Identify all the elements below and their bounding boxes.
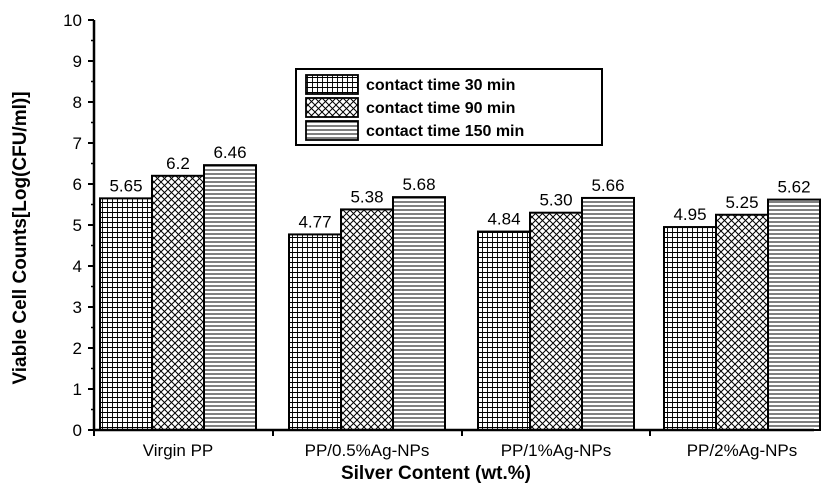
- y-tick-label-9: 9: [73, 52, 82, 71]
- data-label-1-2: 6.2: [166, 154, 190, 173]
- legend-label-1: contact time 30 min: [366, 77, 515, 94]
- legend-swatch-2: [305, 97, 359, 118]
- data-label-3-3: 5.66: [591, 176, 624, 195]
- bar-2-1: [288, 233, 342, 431]
- y-tick-label-8: 8: [73, 93, 82, 112]
- y-tick-label-7: 7: [73, 134, 82, 153]
- bar-3-3: [581, 196, 635, 431]
- y-tick-label-2: 2: [73, 339, 82, 358]
- bar-2-2: [340, 208, 394, 431]
- y-tick-label-0: 0: [73, 421, 82, 440]
- category-label-3: PP/1%Ag-NPs: [501, 441, 612, 460]
- data-label-4-2: 5.25: [725, 193, 758, 212]
- data-label-3-2: 5.30: [539, 191, 572, 210]
- data-label-1-1: 5.65: [109, 176, 142, 195]
- legend-swatch-3: [305, 120, 359, 141]
- bar-1-3: [203, 164, 257, 431]
- legend-swatch-1: [305, 74, 359, 95]
- data-label-4-3: 5.62: [777, 178, 810, 197]
- category-label-4: PP/2%Ag-NPs: [687, 441, 798, 460]
- y-tick-label-1: 1: [73, 380, 82, 399]
- bar-3-2: [529, 211, 583, 431]
- data-label-2-2: 5.38: [350, 187, 383, 206]
- data-label-3-1: 4.84: [487, 210, 520, 229]
- bar-4-3: [767, 198, 821, 431]
- bar-3-1: [477, 230, 531, 431]
- x-axis-title: Silver Content (wt.%): [341, 463, 531, 484]
- plot-area: 5.65 6.2 6.46 Virgin PP 4.77 5.38 5.68 PP/0.5%A…: [63, 11, 821, 460]
- legend-label-2: contact time 90 min: [366, 100, 515, 117]
- y-axis-title: Viable Cell Counts[Log(CFU/ml)]: [10, 91, 31, 384]
- legend-label-3: contact time 150 min: [366, 123, 524, 140]
- data-label-2-1: 4.77: [298, 212, 331, 231]
- bar-1-1: [99, 197, 153, 431]
- bar-2-3: [392, 196, 446, 431]
- category-label-1: Virgin PP: [143, 441, 214, 460]
- legend: contact time 30 min contact time 90 min co…: [295, 68, 603, 146]
- y-tick-label-6: 6: [73, 175, 82, 194]
- data-label-4-1: 4.95: [673, 205, 706, 224]
- bar-4-1: [663, 226, 717, 431]
- y-tick-label-4: 4: [73, 257, 82, 276]
- y-tick-label-3: 3: [73, 298, 82, 317]
- y-tick-label-10: 10: [63, 11, 82, 30]
- data-label-1-3: 6.46: [213, 143, 246, 162]
- bar-1-2: [151, 174, 205, 431]
- y-tick-label-5: 5: [73, 216, 82, 235]
- bar-4-2: [715, 213, 769, 431]
- category-label-2: PP/0.5%Ag-NPs: [305, 441, 430, 460]
- data-label-2-3: 5.68: [402, 175, 435, 194]
